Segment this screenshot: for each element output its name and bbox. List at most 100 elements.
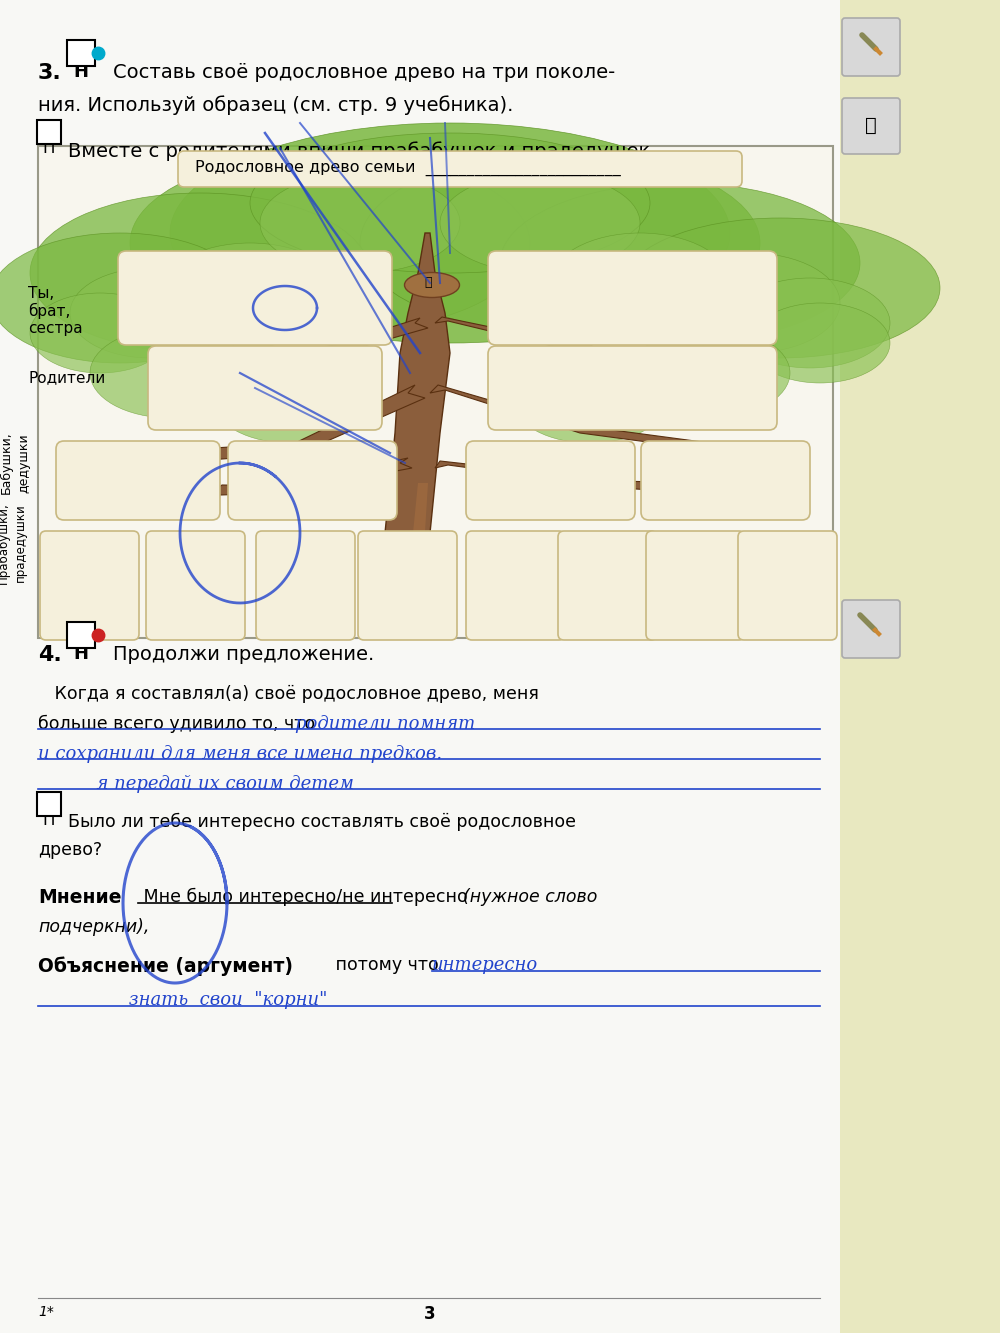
Text: 🐦: 🐦 [424,276,432,288]
Ellipse shape [130,153,530,333]
Text: Н: Н [74,63,88,81]
Ellipse shape [660,253,840,353]
Text: (нужное слово: (нужное слово [463,888,597,906]
Text: интересно: интересно [432,956,538,974]
FancyBboxPatch shape [37,120,61,144]
Ellipse shape [515,363,665,443]
Ellipse shape [550,233,730,333]
Ellipse shape [712,267,728,279]
FancyBboxPatch shape [178,151,742,187]
Text: Н: Н [74,645,88,663]
FancyBboxPatch shape [37,792,61,816]
Text: Когда я составлял(а) своё родословное древо, меня: Когда я составлял(а) своё родословное др… [38,685,539,702]
Text: П: П [43,139,55,157]
Bar [38,147,833,639]
Ellipse shape [250,133,650,273]
Text: подчеркни),: подчеркни), [38,918,149,936]
FancyBboxPatch shape [466,531,565,640]
Polygon shape [215,459,412,495]
Ellipse shape [191,297,209,308]
Text: Родословное древо семьи  ________________________: Родословное древо семьи ________________… [195,160,621,176]
Text: Продолжи предложение.: Продолжи предложение. [113,645,374,664]
FancyBboxPatch shape [558,531,657,640]
Ellipse shape [271,317,289,329]
FancyBboxPatch shape [256,531,355,640]
Bar [840,0,1000,1333]
Ellipse shape [231,273,249,284]
Ellipse shape [160,243,340,343]
FancyBboxPatch shape [67,40,95,67]
Text: древо?: древо? [38,841,102,858]
Text: Мнение: Мнение [38,888,122,906]
Text: брат,: брат, [28,303,70,319]
Text: Ты,: Ты, [28,285,54,300]
Polygon shape [305,319,428,359]
Text: 4.: 4. [38,645,62,665]
Text: Бабушки,
дедушки: Бабушки, дедушки [0,432,30,495]
FancyBboxPatch shape [641,441,810,520]
Text: больше всего удивило то, что: больше всего удивило то, что [38,714,321,733]
FancyBboxPatch shape [488,251,777,345]
Text: Родители: Родители [28,371,105,385]
Text: потому что: потому что [330,956,444,974]
Ellipse shape [0,233,250,363]
FancyBboxPatch shape [146,531,245,640]
Text: 3: 3 [424,1305,436,1322]
FancyBboxPatch shape [358,531,457,640]
Polygon shape [155,385,425,463]
Ellipse shape [752,307,768,319]
FancyBboxPatch shape [488,347,777,431]
Ellipse shape [30,293,170,373]
Ellipse shape [151,253,169,263]
Text: Объяснение (аргумент): Объяснение (аргумент) [38,956,293,976]
Polygon shape [360,603,450,639]
Polygon shape [435,317,595,353]
FancyBboxPatch shape [646,531,745,640]
Ellipse shape [620,219,940,359]
FancyBboxPatch shape [228,441,397,520]
Ellipse shape [170,123,730,343]
FancyBboxPatch shape [148,347,382,431]
Ellipse shape [360,153,760,333]
FancyBboxPatch shape [118,251,392,345]
Text: 1*: 1* [38,1305,54,1318]
Ellipse shape [260,173,460,273]
Ellipse shape [70,268,230,359]
Polygon shape [375,233,450,639]
Ellipse shape [440,173,640,273]
FancyBboxPatch shape [56,441,220,520]
Polygon shape [405,483,428,613]
Ellipse shape [404,272,460,297]
Ellipse shape [30,193,370,353]
Text: сестра: сестра [28,320,83,336]
Text: 3.: 3. [38,63,62,83]
Text: Мне было интересно/не интересно: Мне было интересно/не интересно [138,888,473,906]
FancyBboxPatch shape [842,19,900,76]
FancyBboxPatch shape [40,531,139,640]
Text: ния. Используй образец (см. стр. 9 учебника).: ния. Используй образец (см. стр. 9 учебн… [38,95,513,115]
Ellipse shape [630,328,790,419]
Ellipse shape [500,183,860,343]
Text: 👤: 👤 [865,116,877,135]
FancyBboxPatch shape [738,531,837,640]
Text: знать  свои  "корни": знать свои "корни" [100,990,327,1009]
Text: Составь своё родословное древо на три поколе-: Составь своё родословное древо на три по… [113,63,615,83]
Text: П: П [43,810,55,829]
Polygon shape [430,385,745,459]
Ellipse shape [750,303,890,383]
Text: и сохранили для меня все имена предков.: и сохранили для меня все имена предков. [38,745,442,762]
FancyBboxPatch shape [842,600,900,659]
Ellipse shape [730,279,890,368]
Ellipse shape [90,328,250,419]
FancyBboxPatch shape [842,99,900,155]
FancyBboxPatch shape [67,623,95,648]
Ellipse shape [215,363,365,443]
Polygon shape [435,461,705,493]
Text: Вместе с родителями впиши прабабушек и прадедушек.: Вместе с родителями впиши прабабушек и п… [68,141,656,161]
Text: я передай их своим детем: я передай их своим детем [85,774,354,793]
Ellipse shape [671,297,689,309]
Text: Было ли тебе интересно составлять своё родословное: Было ли тебе интересно составлять своё р… [68,813,576,832]
Text: Прабабушки,
прадедушки: Прабабушки, прадедушки [0,503,27,584]
Text: родители помнят: родители помнят [295,714,475,733]
FancyBboxPatch shape [466,441,635,520]
